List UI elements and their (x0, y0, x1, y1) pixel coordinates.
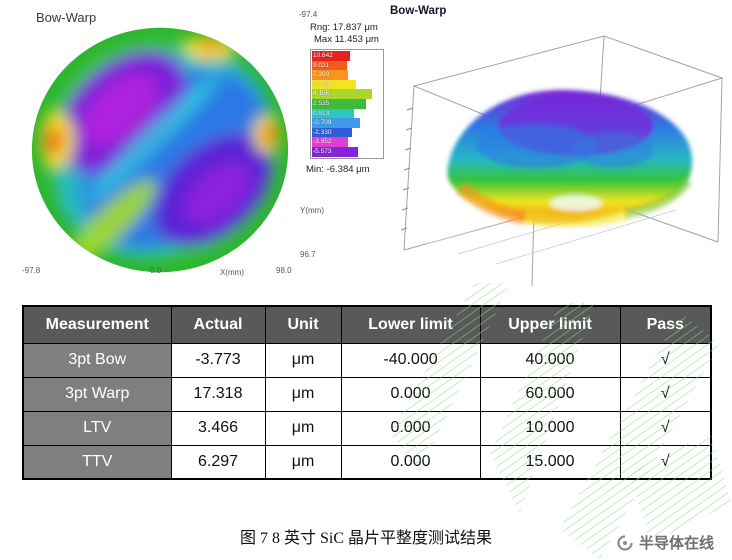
lower-limit-cell: 0.000 (340, 410, 481, 446)
col-lower-limit: Lower limit (340, 305, 481, 344)
unit-cell: μm (264, 342, 342, 378)
unit-cell: μm (264, 444, 342, 480)
legend-row: -2.330 (312, 127, 382, 138)
legend-swatch: 7.399 (312, 70, 342, 80)
legend-bar (342, 60, 347, 71)
upper-limit-cell: 10.000 (479, 410, 621, 446)
lower-limit-cell: 0.000 (340, 444, 481, 480)
col-measurement: Measurement (22, 305, 172, 344)
legend-swatch: -2.330 (312, 127, 342, 138)
legend-row: -0.709 (312, 118, 382, 128)
y-axis-label: Y(mm) (300, 206, 324, 215)
color-scale: 10.642 9.021 7.399 5.778 4.156 2.535 0.913 -0.7… (310, 49, 384, 159)
legend-swatch: -0.709 (312, 118, 342, 128)
brand-name: 半导体在线 (638, 535, 714, 552)
legend-swatch: 2.535 (312, 98, 342, 109)
measurement-name-cell: 3pt Warp (22, 376, 172, 412)
actual-cell: 17.318 (170, 376, 266, 412)
table-row: LTV 3.466 μm 0.000 10.000 √ (22, 410, 712, 446)
unit-cell: μm (264, 410, 342, 446)
upper-limit-cell: 60.000 (479, 376, 621, 412)
axis-ticks (400, 107, 414, 231)
legend-bar (342, 127, 352, 138)
pass-cell: √ (619, 342, 712, 378)
lower-limit-cell: -40.000 (340, 342, 481, 378)
x-axis-label: X(mm) (220, 268, 244, 277)
legend-bar (342, 108, 354, 119)
legend-bar (342, 118, 360, 128)
brand-logo-icon (617, 534, 633, 551)
legend-row: 5.778 (312, 79, 382, 90)
unit-cell: μm (264, 376, 342, 412)
max-readout: Max 11.453 μm (314, 34, 379, 45)
table-row: TTV 6.297 μm 0.000 15.000 √ (22, 444, 712, 480)
legend-swatch: -5.573 (312, 146, 342, 157)
table-row: 3pt Bow -3.773 μm -40.000 40.000 √ (22, 342, 712, 378)
legend-swatch: 5.778 (312, 79, 342, 90)
legend-swatch: 0.913 (312, 108, 342, 119)
legend-bar (342, 70, 348, 80)
legend-bar (342, 89, 372, 99)
col-unit: Unit (264, 305, 342, 344)
y-axis-bottom-tick: 96.7 (300, 250, 316, 259)
brand-watermark: 半导体在线 (616, 532, 714, 553)
legend-swatch: 9.021 (312, 60, 342, 71)
lower-limit-cell: 0.000 (340, 376, 481, 412)
figure-caption: 图 7 8 英寸 SiC 晶片平整度测试结果 (239, 530, 493, 547)
legend-row: -5.573 (312, 146, 382, 157)
col-actual: Actual (170, 305, 266, 344)
measurement-name-cell: 3pt Bow (22, 342, 172, 378)
measurement-name-cell: TTV (22, 444, 172, 480)
actual-cell: 6.297 (170, 444, 266, 480)
flatness-table: Measurement Actual Unit Lower limit Uppe… (22, 305, 712, 480)
upper-limit-cell: 40.000 (479, 342, 621, 378)
wafer-3d-title: Bow-Warp (390, 5, 447, 17)
actual-cell: 3.466 (170, 410, 266, 446)
measurement-name-cell: LTV (22, 410, 172, 446)
x-axis-left-tick: -97.8 (22, 266, 41, 275)
surface-mesh (447, 89, 693, 224)
col-pass: Pass (619, 305, 712, 344)
wafer-2d-title: Bow-Warp (36, 10, 97, 25)
table-header-row: Measurement Actual Unit Lower limit Uppe… (22, 305, 712, 344)
legend-bar (342, 146, 358, 157)
pass-cell: √ (619, 410, 712, 446)
pass-cell: √ (619, 376, 712, 412)
legend-bar (342, 51, 350, 61)
legend-row: 2.535 (312, 98, 382, 109)
legend-row: 10.642 (312, 51, 382, 61)
min-readout: Min: -6.384 μm (306, 164, 370, 175)
legend-swatch: 4.156 (312, 89, 342, 99)
legend-row: 7.399 (312, 70, 382, 80)
legend-row: 4.156 (312, 89, 382, 99)
x-axis-right-tick: 98.0 (276, 266, 292, 275)
legend-swatch: 10.642 (312, 51, 342, 61)
wafer-contour-map (31, 27, 289, 273)
actual-cell: -3.773 (170, 342, 266, 378)
legend-bar (342, 137, 348, 147)
legend-row: -3.952 (312, 137, 382, 147)
legend-row: 0.913 (312, 108, 382, 119)
upper-limit-cell: 15.000 (479, 444, 621, 480)
col-upper-limit: Upper limit (479, 305, 621, 344)
legend-row: 9.021 (312, 60, 382, 71)
legend-swatch: -3.952 (312, 137, 342, 147)
legend-bar (342, 98, 366, 109)
surface-fringe (456, 177, 693, 228)
y-axis-top-tick: -97.4 (299, 10, 318, 19)
pass-cell: √ (619, 444, 712, 480)
x-axis-mid-tick: 0.0 (150, 266, 162, 275)
range-readout: Rng: 17.837 μm (310, 22, 378, 33)
legend-bar (342, 79, 356, 90)
wafer-3d-surface (400, 35, 724, 287)
table-row: 3pt Warp 17.318 μm 0.000 60.000 √ (22, 376, 712, 412)
